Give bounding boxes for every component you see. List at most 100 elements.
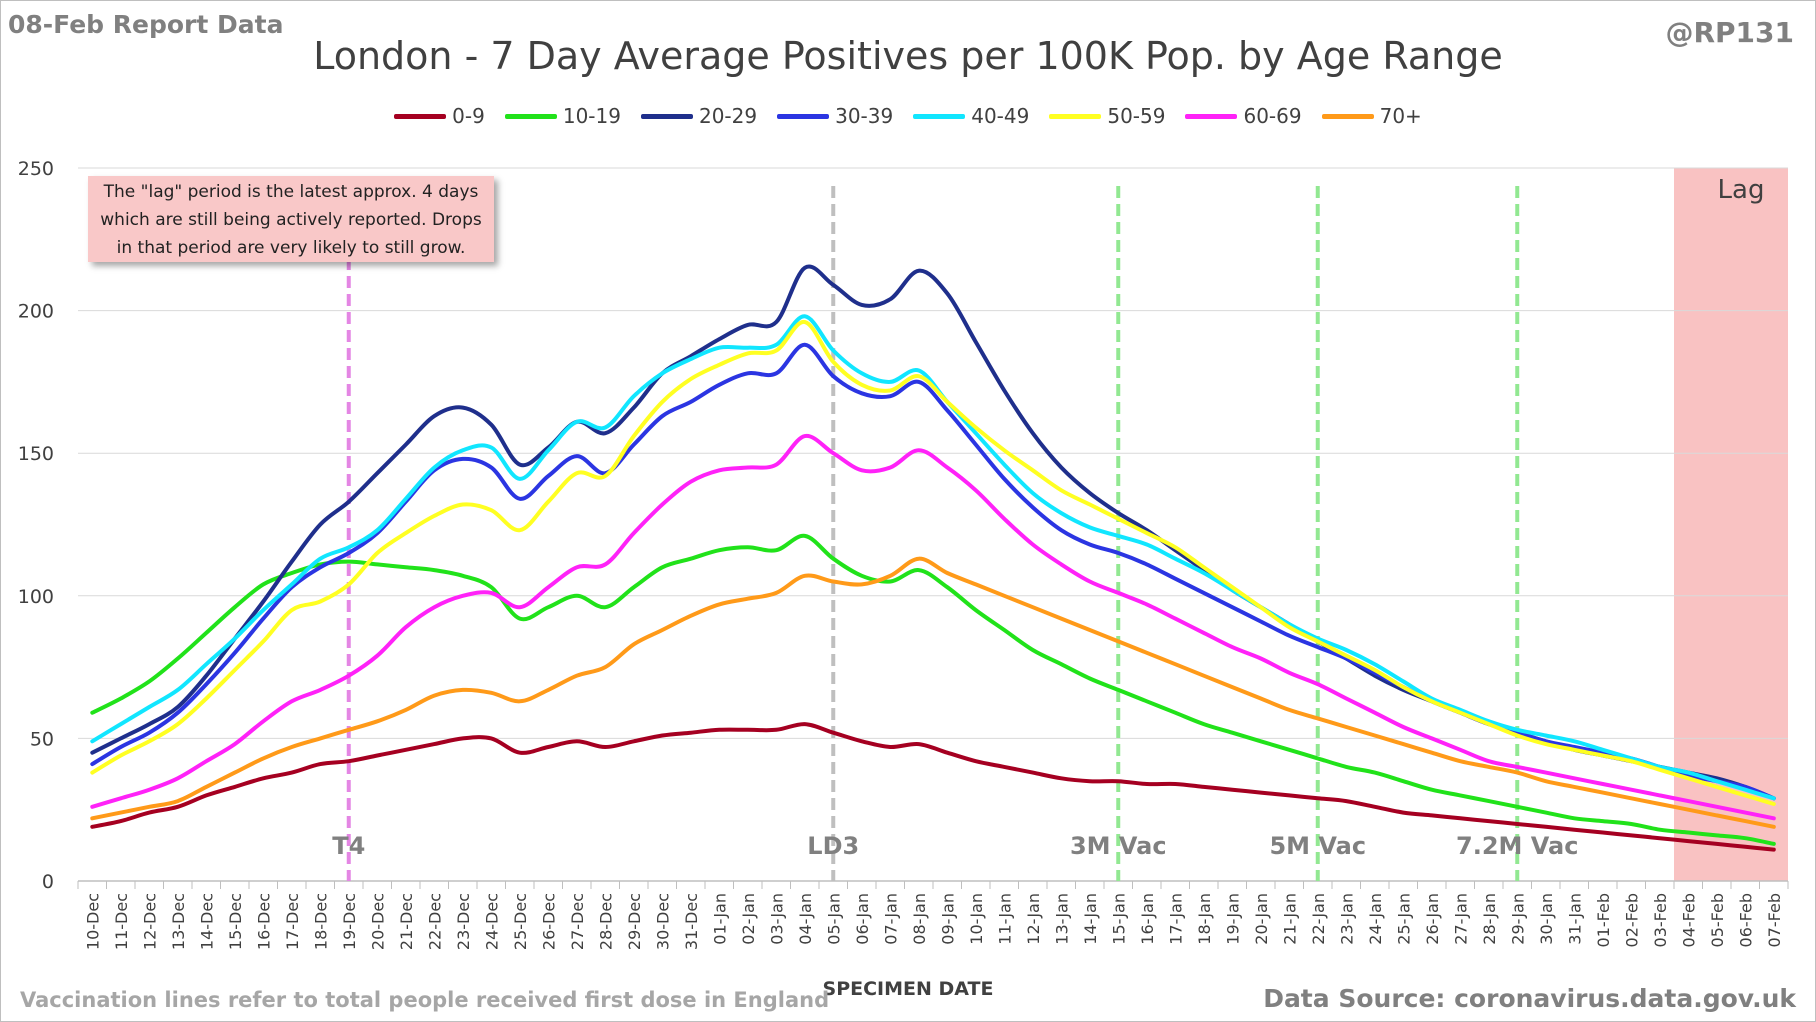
x-tick-label: 01-Feb bbox=[1594, 893, 1613, 947]
legend-label: 0-9 bbox=[452, 104, 485, 128]
legend-label: 10-19 bbox=[562, 104, 621, 128]
x-tick-label: 04-Jan bbox=[796, 893, 815, 945]
series-line-70+ bbox=[90, 556, 1776, 829]
legend-label: 40-49 bbox=[971, 104, 1030, 128]
x-tick-label: 02-Feb bbox=[1622, 893, 1641, 947]
x-tick-label: 06-Jan bbox=[853, 893, 872, 945]
x-tick-label: 03-Feb bbox=[1651, 893, 1670, 947]
x-tick-label: 14-Dec bbox=[197, 893, 216, 950]
x-tick-label: 14-Jan bbox=[1081, 893, 1100, 945]
x-tick-label: 10-Jan bbox=[967, 893, 986, 945]
author-handle: @RP131 bbox=[1665, 16, 1794, 49]
x-tick-label: 18-Jan bbox=[1195, 893, 1214, 945]
x-tick-label: 06-Feb bbox=[1736, 893, 1755, 947]
x-tick-label: 25-Jan bbox=[1394, 893, 1413, 945]
series-line-40-49 bbox=[90, 314, 1776, 801]
x-tick-label: 22-Jan bbox=[1309, 893, 1328, 945]
lag-region bbox=[1674, 168, 1788, 881]
marker-label: 7.2M Vac bbox=[1456, 832, 1578, 860]
legend-item: 20-29 bbox=[640, 104, 758, 128]
chart-legend: 0-9 10-19 20-29 30-39 40-49 50-59 60-69 70+ bbox=[0, 104, 1816, 128]
x-tick-label: 10-Dec bbox=[83, 893, 102, 950]
lag-note-box: The "lag" period is the latest approx. 4… bbox=[88, 176, 494, 262]
x-tick-label: 23-Dec bbox=[454, 893, 473, 950]
x-tick-label: 16-Jan bbox=[1138, 893, 1157, 945]
y-tick-label: 50 bbox=[30, 728, 54, 750]
series-line-0-9 bbox=[90, 722, 1776, 852]
legend-swatch bbox=[1321, 113, 1374, 119]
legend-item: 30-39 bbox=[777, 104, 893, 128]
series-line-50-59 bbox=[90, 320, 1776, 806]
x-tick-label: 19-Jan bbox=[1223, 893, 1242, 945]
chart-title: London - 7 Day Average Positives per 100… bbox=[313, 34, 1503, 78]
series-line-60-69 bbox=[90, 434, 1776, 821]
marker-label: 3M Vac bbox=[1070, 832, 1167, 860]
lag-note-line-1: The "lag" period is the latest approx. 4… bbox=[103, 182, 479, 202]
x-tick-label: 31-Dec bbox=[682, 893, 701, 950]
x-tick-label: 28-Jan bbox=[1480, 893, 1499, 945]
x-tick-label: 22-Dec bbox=[425, 893, 444, 950]
x-tick-label: 19-Dec bbox=[340, 893, 359, 950]
x-tick-label: 30-Dec bbox=[653, 893, 672, 950]
x-tick-label: 21-Jan bbox=[1280, 893, 1299, 945]
legend-swatch bbox=[504, 113, 557, 119]
x-tick-label: 17-Dec bbox=[283, 893, 302, 950]
x-tick-label: 05-Feb bbox=[1708, 893, 1727, 947]
legend-label: 20-29 bbox=[698, 104, 758, 128]
x-tick-label: 15-Jan bbox=[1109, 893, 1128, 945]
legend-item: 60-69 bbox=[1185, 104, 1302, 128]
x-tick-label: 24-Jan bbox=[1366, 893, 1385, 945]
legend-label: 50-59 bbox=[1107, 104, 1166, 128]
x-tick-label: 26-Jan bbox=[1423, 893, 1442, 945]
x-tick-label: 29-Dec bbox=[625, 893, 644, 950]
x-tick-label: 13-Jan bbox=[1052, 893, 1071, 945]
lag-note-line-2: which are still being actively reported.… bbox=[100, 210, 482, 230]
data-source: Data Source: coronavirus.data.gov.uk bbox=[1263, 984, 1796, 1013]
x-tick-label: 20-Dec bbox=[368, 893, 387, 950]
lag-note-line-3: in that period are very likely to still … bbox=[116, 238, 466, 258]
legend-label: 30-39 bbox=[835, 104, 894, 128]
y-tick-label: 0 bbox=[42, 871, 54, 893]
legend-label: 70+ bbox=[1379, 104, 1422, 128]
x-tick-label: 18-Dec bbox=[311, 893, 330, 950]
x-tick-label: 03-Jan bbox=[767, 893, 786, 945]
y-tick-label: 100 bbox=[18, 586, 54, 608]
x-tick-label: 07-Jan bbox=[881, 893, 900, 945]
x-tick-label: 02-Jan bbox=[739, 893, 758, 945]
x-tick-label: 05-Jan bbox=[824, 893, 843, 945]
x-tick-label: 07-Feb bbox=[1765, 893, 1784, 947]
x-tick-label: 27-Jan bbox=[1451, 893, 1470, 945]
legend-item: 70+ bbox=[1321, 104, 1422, 128]
x-tick-label: 30-Jan bbox=[1537, 893, 1556, 945]
x-tick-label: 12-Jan bbox=[1024, 893, 1043, 945]
x-tick-label: 16-Dec bbox=[254, 893, 273, 950]
y-tick-label: 200 bbox=[18, 301, 54, 323]
x-tick-label: 11-Dec bbox=[112, 893, 131, 950]
legend-swatch bbox=[640, 113, 693, 119]
series-line-20-29 bbox=[90, 264, 1776, 801]
marker-label: T4 bbox=[332, 832, 365, 860]
legend-swatch bbox=[394, 113, 447, 119]
x-tick-label: 31-Jan bbox=[1565, 893, 1584, 945]
x-tick-label: 12-Dec bbox=[140, 893, 159, 950]
marker-label: LD3 bbox=[807, 832, 859, 860]
legend-swatch bbox=[777, 113, 830, 119]
x-axis-title: SPECIMEN DATE bbox=[822, 978, 994, 1000]
x-tick-label: 01-Jan bbox=[710, 893, 729, 945]
x-tick-label: 29-Jan bbox=[1508, 893, 1527, 945]
x-tick-label: 09-Jan bbox=[938, 893, 957, 945]
y-tick-label: 250 bbox=[18, 158, 54, 180]
legend-item: 50-59 bbox=[1049, 104, 1165, 128]
legend-item: 40-49 bbox=[913, 104, 1029, 128]
x-tick-label: 28-Dec bbox=[596, 893, 615, 950]
x-tick-label: 15-Dec bbox=[226, 893, 245, 950]
x-tick-label: 11-Jan bbox=[995, 893, 1014, 945]
x-tick-label: 26-Dec bbox=[539, 893, 558, 950]
legend-swatch bbox=[1049, 113, 1102, 119]
legend-label: 60-69 bbox=[1243, 104, 1302, 128]
x-tick-label: 17-Jan bbox=[1166, 893, 1185, 945]
vaccination-footnote: Vaccination lines refer to total people … bbox=[20, 988, 830, 1012]
x-tick-label: 25-Dec bbox=[511, 893, 530, 950]
x-tick-label: 20-Jan bbox=[1252, 893, 1271, 945]
